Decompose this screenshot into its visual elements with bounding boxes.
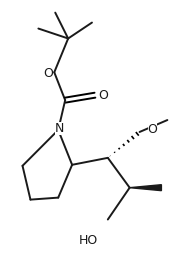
Text: N: N [54,123,64,135]
Polygon shape [130,185,161,191]
Text: HO: HO [78,234,98,247]
Text: O: O [98,89,108,102]
Text: O: O [148,124,157,136]
Text: O: O [43,67,53,80]
